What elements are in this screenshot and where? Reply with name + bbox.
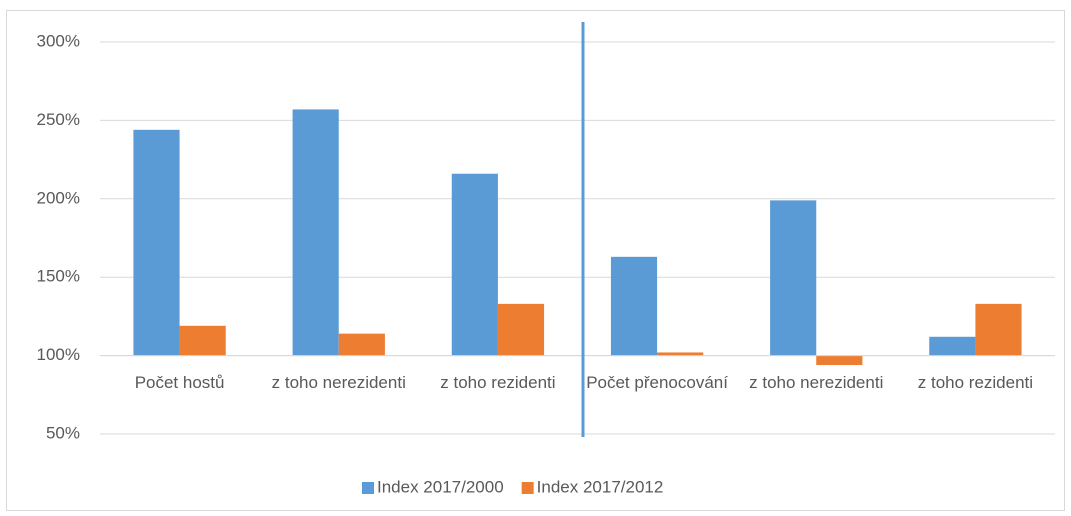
x-tick-label: Počet přenocování — [586, 373, 728, 392]
y-tick-label: 150% — [37, 267, 80, 286]
x-tick-label: z toho rezidenti — [440, 373, 556, 392]
legend-swatch — [521, 482, 534, 494]
bar — [770, 200, 817, 356]
y-tick-label: 200% — [37, 188, 80, 207]
bar — [451, 173, 498, 356]
y-tick-label: 50% — [46, 423, 80, 442]
bar — [497, 303, 545, 356]
x-tick-label: z toho nerezidenti — [749, 373, 884, 392]
bar — [338, 333, 385, 356]
bar — [816, 355, 863, 366]
bar — [657, 352, 704, 356]
y-tick-label: 100% — [37, 345, 80, 364]
y-tick-label: 250% — [37, 110, 80, 129]
bar — [133, 129, 180, 356]
legend-label: Index 2017/2000 — [377, 477, 504, 496]
x-tick-label: z toho nerezidenti — [271, 373, 406, 392]
legend-label: Index 2017/2012 — [537, 477, 664, 496]
bar — [975, 303, 1022, 356]
bar — [610, 256, 658, 356]
chart-border — [6, 10, 1065, 511]
x-tick-label: Počet hostů — [134, 373, 225, 392]
bar — [929, 336, 976, 356]
x-tick-label: z toho rezidenti — [917, 373, 1034, 392]
bar — [292, 109, 339, 356]
legend-swatch — [362, 482, 374, 494]
bar — [179, 325, 226, 356]
y-tick-label: 300% — [37, 31, 80, 50]
